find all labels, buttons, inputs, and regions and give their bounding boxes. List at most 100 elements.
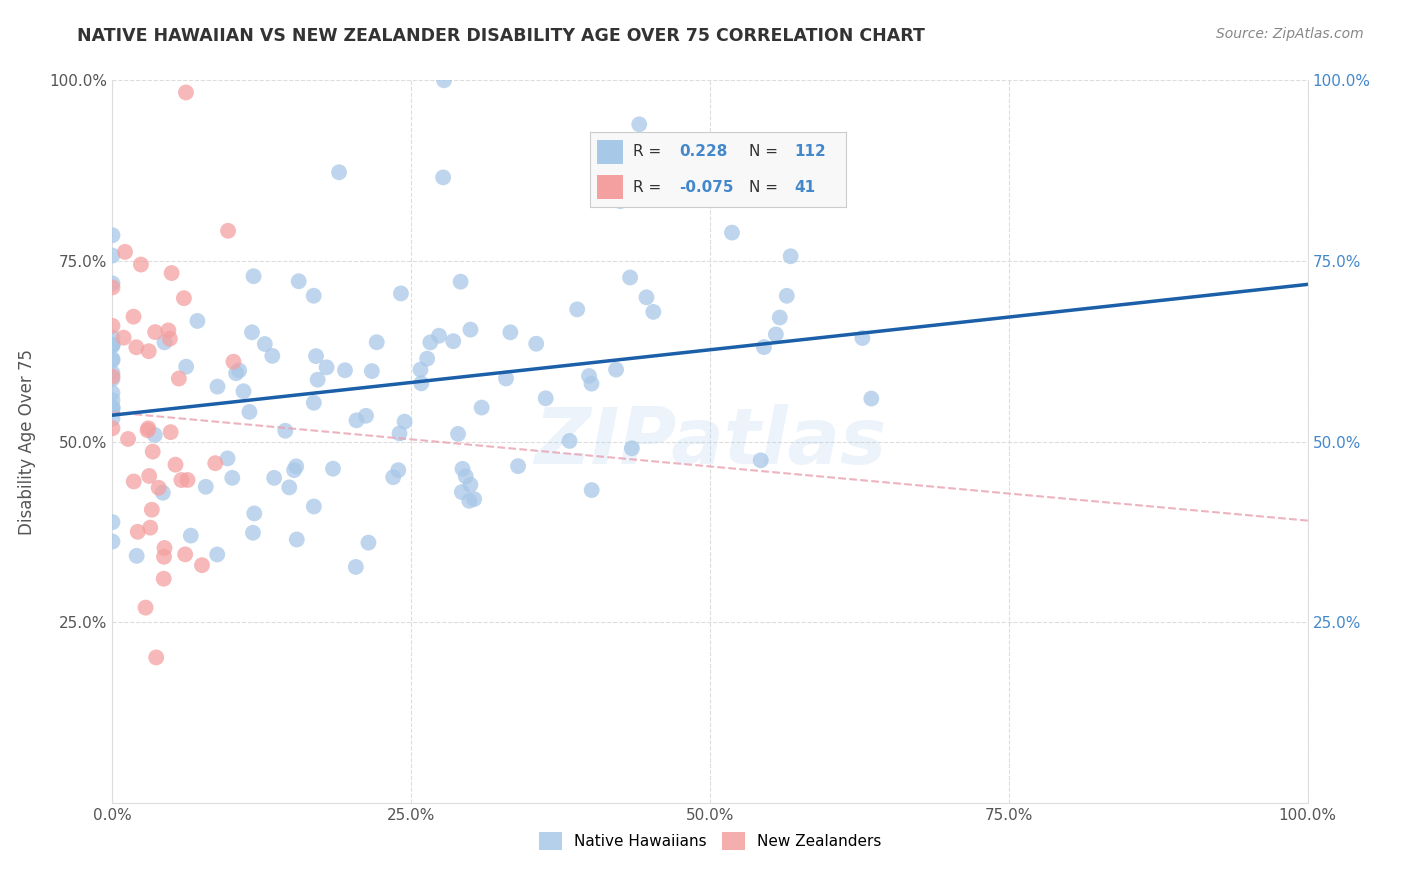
Point bbox=[620, 442, 643, 456]
Point bbox=[207, 379, 229, 393]
Point bbox=[460, 477, 482, 491]
Point bbox=[305, 349, 328, 363]
Point bbox=[148, 481, 170, 495]
Point bbox=[450, 485, 472, 500]
Point bbox=[101, 372, 124, 386]
Point bbox=[174, 547, 197, 561]
Point bbox=[619, 270, 641, 285]
Point bbox=[135, 600, 157, 615]
Text: 112: 112 bbox=[794, 145, 827, 160]
Point bbox=[578, 369, 600, 384]
Point bbox=[160, 266, 183, 280]
Point bbox=[605, 362, 627, 376]
Point bbox=[851, 331, 873, 345]
Point bbox=[114, 244, 136, 259]
Point bbox=[174, 359, 197, 374]
Point bbox=[101, 421, 124, 435]
Point bbox=[558, 434, 581, 448]
Point bbox=[127, 524, 149, 539]
Point bbox=[328, 165, 350, 179]
Point bbox=[285, 533, 308, 547]
Point bbox=[101, 331, 124, 345]
Point bbox=[344, 560, 367, 574]
Point bbox=[860, 392, 883, 406]
Text: R =: R = bbox=[633, 180, 662, 194]
Text: N =: N = bbox=[748, 180, 778, 194]
Point bbox=[495, 371, 517, 385]
Point bbox=[451, 462, 474, 476]
Point bbox=[765, 327, 787, 342]
Point bbox=[101, 515, 124, 529]
Point bbox=[499, 326, 522, 340]
Point bbox=[101, 534, 124, 549]
Point bbox=[463, 492, 485, 507]
Bar bbox=[598, 176, 623, 199]
Point bbox=[387, 463, 409, 477]
Point bbox=[643, 305, 665, 319]
Point bbox=[101, 386, 124, 401]
Point bbox=[769, 310, 792, 325]
Point bbox=[360, 364, 382, 378]
Point bbox=[432, 170, 454, 185]
Point bbox=[506, 459, 529, 474]
Point bbox=[302, 500, 325, 514]
Point bbox=[302, 289, 325, 303]
Point bbox=[191, 558, 214, 573]
Point bbox=[143, 325, 166, 339]
Point bbox=[263, 471, 285, 485]
Point bbox=[581, 376, 603, 391]
Point bbox=[238, 405, 260, 419]
Point bbox=[112, 331, 135, 345]
Point bbox=[581, 483, 603, 497]
Point bbox=[122, 475, 145, 489]
Point bbox=[749, 453, 772, 467]
Y-axis label: Disability Age Over 75: Disability Age Over 75 bbox=[18, 349, 35, 534]
Point bbox=[101, 318, 124, 333]
Point bbox=[139, 521, 162, 535]
Point bbox=[186, 314, 208, 328]
Bar bbox=[598, 140, 623, 163]
Point bbox=[450, 275, 472, 289]
Point bbox=[302, 396, 325, 410]
Point bbox=[153, 549, 176, 564]
Point bbox=[433, 73, 456, 87]
Point bbox=[101, 393, 124, 408]
Point bbox=[221, 471, 243, 485]
Text: N =: N = bbox=[748, 145, 778, 160]
Point bbox=[145, 650, 167, 665]
Point bbox=[165, 458, 187, 472]
Point bbox=[101, 280, 124, 294]
Point bbox=[159, 425, 181, 439]
Point bbox=[167, 371, 190, 385]
Point bbox=[628, 117, 651, 131]
Point bbox=[125, 549, 148, 563]
Point bbox=[416, 351, 439, 366]
Point bbox=[441, 334, 464, 348]
Point bbox=[776, 289, 799, 303]
Point bbox=[278, 480, 301, 494]
Point bbox=[411, 376, 433, 391]
Point bbox=[222, 354, 245, 368]
Point bbox=[534, 392, 557, 406]
Point bbox=[176, 473, 198, 487]
Point bbox=[153, 541, 176, 555]
Point bbox=[125, 340, 148, 354]
Point bbox=[333, 363, 356, 377]
Point bbox=[346, 413, 368, 427]
Point bbox=[152, 485, 174, 500]
Point bbox=[101, 277, 124, 291]
Point bbox=[174, 86, 197, 100]
Point bbox=[242, 525, 264, 540]
Point bbox=[274, 424, 297, 438]
Point bbox=[101, 402, 124, 417]
Point bbox=[152, 572, 174, 586]
Point bbox=[454, 469, 477, 483]
Point bbox=[101, 249, 124, 263]
Point bbox=[427, 328, 450, 343]
Point bbox=[409, 362, 432, 376]
Point bbox=[315, 360, 337, 375]
Point bbox=[567, 302, 589, 317]
Point bbox=[129, 258, 152, 272]
Point bbox=[524, 336, 547, 351]
Point bbox=[357, 535, 380, 549]
